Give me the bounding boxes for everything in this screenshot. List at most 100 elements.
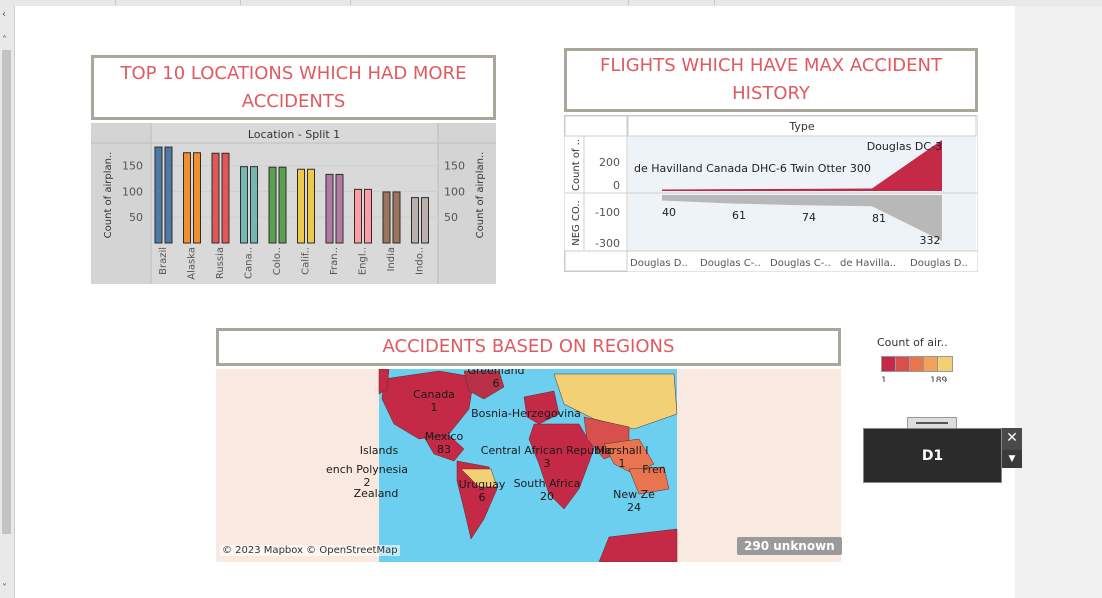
map-region[interactable] [423,434,465,462]
chevron-left-icon[interactable]: ‹ [2,9,6,20]
bar[interactable] [307,168,315,244]
map-region-count: 20 [540,490,554,503]
map-region-count: 24 [627,501,641,514]
map-region[interactable] [378,369,390,395]
bar-y-axis-label-right: Count of airplan.. [475,152,486,239]
title-top10-text: TOP 10 LOCATIONS WHICH HAD MORE ACCIDENT… [120,62,467,112]
map-region-label: Mexico [425,430,464,443]
bar[interactable] [154,146,163,244]
bar[interactable] [421,197,429,244]
bar-x-tick-label: Russia [215,247,226,279]
chevron-up-icon[interactable]: ˄ [2,35,7,46]
area-x-tick-label: Douglas C-.. [700,258,761,269]
bar[interactable] [392,191,401,244]
bar[interactable] [221,152,230,244]
map-region[interactable] [381,370,475,440]
area-y-tick-top: 0 [613,179,620,192]
map-region-count: 6 [479,491,486,504]
legend-max-label: 189 [930,376,948,382]
bar-y-tick-left: 50 [129,211,143,224]
map-region[interactable] [463,370,505,400]
bar-x-tick-label: Brazil [158,247,169,275]
bar[interactable] [250,166,258,244]
map-region-count: 2 [364,476,371,489]
bar-y-tick-right: 150 [444,160,465,173]
area-data-label: 81 [872,212,886,225]
title-top10-locations: TOP 10 LOCATIONS WHICH HAD MORE ACCIDENT… [91,55,496,120]
area-x-tick-label: de Havilla.. [840,258,896,269]
map-region-label: Fren [642,463,666,476]
bar-y-axis-label: Count of airplan.. [103,152,114,239]
bar[interactable] [354,188,362,244]
map-region-label: Bosnia-Herzegovina [471,407,581,420]
filter-label: D1 [921,447,944,464]
vertical-scrollbar[interactable]: ‹ ˄ ˅ [0,6,15,598]
title-flights-text: FLIGHTS WHICH HAVE MAX ACCIDENT HISTORY [600,55,942,104]
bar[interactable] [268,166,277,244]
area-top-series[interactable] [662,140,942,191]
title-accidents-regions: ACCIDENTS BASED ON REGIONS [216,328,841,366]
unknown-locations-badge[interactable]: 290 unknown [737,537,842,555]
area-x-tick-label: Douglas C-.. [770,258,831,269]
top10-locations-bar-chart[interactable]: Location - Split 1 50 50 100 100 150 150 Count … [91,123,496,284]
map-region-label: Canada [413,388,455,401]
bar-y-tick-right: 100 [444,185,465,198]
bar[interactable] [183,152,191,244]
area-data-label: 40 [662,206,676,219]
area-bottom-series[interactable] [662,195,942,241]
bar[interactable] [211,152,220,244]
chevron-down-icon[interactable]: ▼ [1002,450,1022,468]
map-region[interactable] [523,390,560,425]
area-data-label: 74 [802,211,816,224]
area-y-label-top: Count of .. [571,139,582,191]
map-region-label: Uruguay [459,478,506,491]
bar-x-tick-label: Engl.. [358,247,369,275]
map-region[interactable] [628,466,670,495]
dashboard-right-margin [1015,6,1102,598]
area-chart-header: Type [788,120,814,133]
bar[interactable] [382,191,391,244]
area-y-tick-bottom: -100 [595,206,620,219]
bar[interactable] [193,152,201,244]
bar[interactable] [240,166,248,244]
map-region-label: ench Polynesia [326,463,408,476]
area-x-tick-label: Douglas D.. [910,258,968,269]
map-region-label: South Africa [514,477,581,490]
bar-x-tick-label: India [386,247,397,272]
map-credit: © 2023 Mapbox © OpenStreetMap [220,545,400,556]
bar[interactable] [411,197,419,244]
bar-x-tick-label: Cana.. [244,247,255,279]
bar[interactable] [364,188,372,244]
close-icon[interactable]: ✕ [1006,430,1018,446]
bar-x-tick-label: Fran.. [329,247,340,275]
chevron-down-icon[interactable]: ˅ [2,583,7,594]
bar-chart-header: Location - Split 1 [248,128,340,141]
map-region[interactable] [553,373,678,430]
bar[interactable] [297,168,305,244]
map-region-label: Greenland [467,369,524,377]
bar[interactable] [278,166,287,244]
filter-card[interactable]: D1 [863,428,1002,483]
map-region-count: 1 [619,457,626,470]
map-region-label: Marshall I [595,444,648,457]
area-data-label: 61 [732,209,746,222]
area-y-tick-top: 200 [599,156,620,169]
bar[interactable] [325,173,334,244]
legend-title: Count of air.. [877,336,948,349]
map-region[interactable] [598,528,678,562]
area-y-tick-bottom: -300 [595,237,620,250]
map-region-label: Central African Republic [481,444,613,457]
bar[interactable] [164,146,173,244]
area-x-tick-label: Douglas D.. [630,258,688,269]
area-y-label-bottom: NEG CO.. [571,200,582,246]
map-region[interactable] [460,468,498,488]
bar[interactable] [335,173,344,244]
map-region-count: 1 [431,401,438,414]
flights-area-chart[interactable]: Type Count of .. NEG CO.. 200 0 -100 -300 de Ha… [564,115,978,272]
legend-swatch[interactable] [937,356,953,372]
scrollbar-thumb[interactable] [2,50,11,534]
map-region[interactable] [528,423,595,510]
bar-x-tick-label: Calif.. [301,247,312,275]
area-annotation: Douglas DC-3 [867,140,942,153]
